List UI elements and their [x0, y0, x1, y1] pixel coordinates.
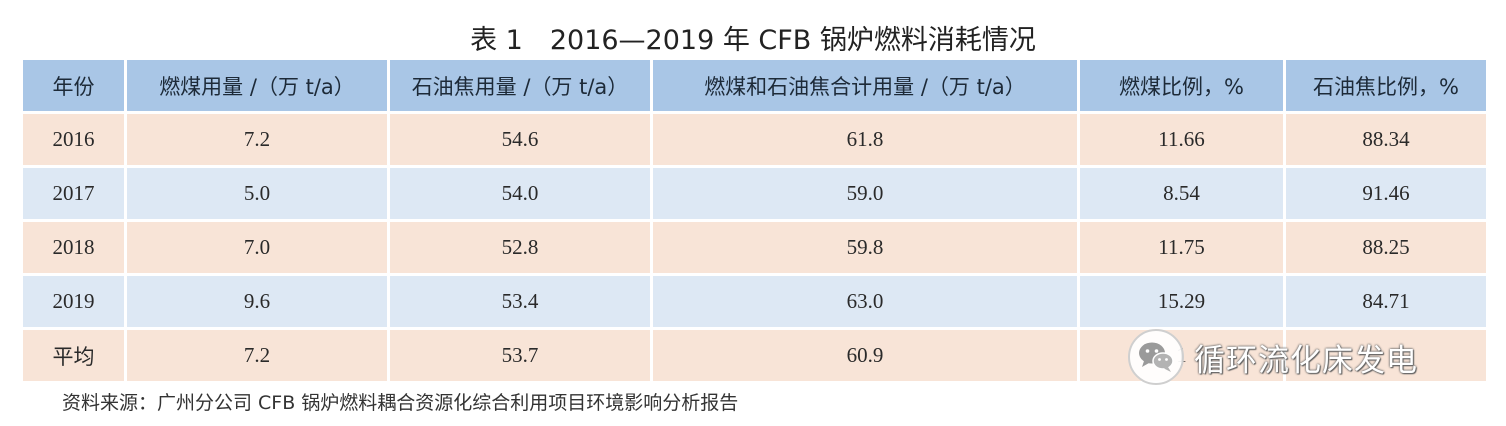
table-cell-year: 2018 — [23, 222, 124, 273]
table-cell-total: 61.8 — [653, 114, 1077, 165]
column-header-petcoke-usage: 石油焦用量 /（万 t/a） — [390, 60, 650, 111]
source-note: 资料来源：广州分公司 CFB 锅炉燃料耦合资源化综合利用项目环境影响分析报告 — [62, 392, 739, 414]
table-cell-petcoke: 53.7 — [390, 330, 650, 381]
table-cell-petcoke: 54.6 — [390, 114, 650, 165]
table-cell-year: 平均 — [23, 330, 124, 381]
table-cell-coal: 5.0 — [127, 168, 387, 219]
table-cell-coal: 7.0 — [127, 222, 387, 273]
table-cell-petcoke: 54.0 — [390, 168, 650, 219]
table-cell-coal: 7.2 — [127, 330, 387, 381]
table-cell-coal-ratio: 15.29 — [1080, 276, 1283, 327]
table-cell-total: 59.0 — [653, 168, 1077, 219]
table-cell-coal-ratio: 8.54 — [1080, 168, 1283, 219]
column-header-petcoke-ratio: 石油焦比例，% — [1286, 60, 1486, 111]
table-cell-total: 63.0 — [653, 276, 1077, 327]
column-header-year: 年份 — [23, 60, 124, 111]
table-cell-petcoke-ratio — [1286, 330, 1486, 381]
column-header-total-usage: 燃煤和石油焦合计用量 /（万 t/a） — [653, 60, 1077, 111]
column-header-coal-usage: 燃煤用量 /（万 t/a） — [127, 60, 387, 111]
table-cell-coal-ratio: 11.75 — [1080, 222, 1283, 273]
table-cell-petcoke-ratio: 88.34 — [1286, 114, 1486, 165]
table-cell-petcoke: 53.4 — [390, 276, 650, 327]
table-cell-year: 2017 — [23, 168, 124, 219]
wechat-icon — [1128, 329, 1184, 385]
table-cell-total: 59.8 — [653, 222, 1077, 273]
table-cell-petcoke-ratio: 91.46 — [1286, 168, 1486, 219]
table-cell-year: 2019 — [23, 276, 124, 327]
table-cell-petcoke-ratio: 88.25 — [1286, 222, 1486, 273]
table-cell-petcoke: 52.8 — [390, 222, 650, 273]
table-cell-coal-ratio: 11.66 — [1080, 114, 1283, 165]
table-cell-year: 2016 — [23, 114, 124, 165]
table-cell-petcoke-ratio: 84.71 — [1286, 276, 1486, 327]
table-cell-coal: 7.2 — [127, 114, 387, 165]
table-cell-coal: 9.6 — [127, 276, 387, 327]
table-title: 表 1 2016—2019 年 CFB 锅炉燃料消耗情况 — [470, 25, 1036, 56]
watermark-text: 循环流化床发电 — [1194, 342, 1418, 379]
fuel-consumption-table: 年份 燃煤用量 /（万 t/a） 石油焦用量 /（万 t/a） 燃煤和石油焦合计… — [23, 60, 1486, 381]
watermark: 循环流化床发电 — [1128, 328, 1458, 386]
table-cell-total: 60.9 — [653, 330, 1077, 381]
column-header-coal-ratio: 燃煤比例，% — [1080, 60, 1283, 111]
